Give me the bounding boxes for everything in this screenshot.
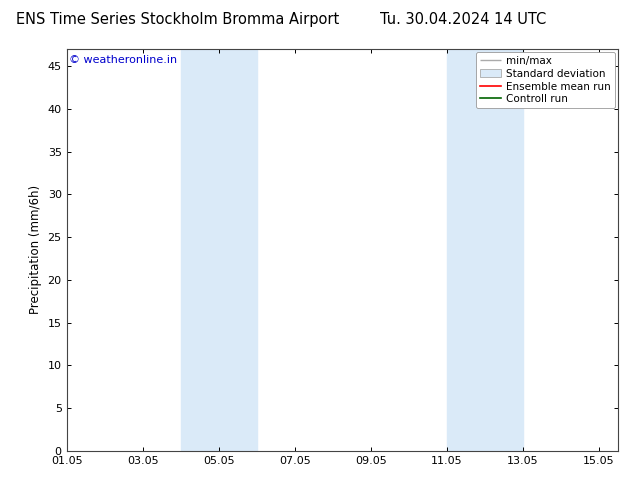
Text: ENS Time Series Stockholm Bromma Airport: ENS Time Series Stockholm Bromma Airport bbox=[16, 12, 339, 27]
Bar bbox=[447, 49, 523, 451]
Y-axis label: Precipitation (mm/6h): Precipitation (mm/6h) bbox=[29, 185, 42, 315]
Legend: min/max, Standard deviation, Ensemble mean run, Controll run: min/max, Standard deviation, Ensemble me… bbox=[476, 52, 615, 108]
Bar bbox=[181, 49, 257, 451]
Text: Tu. 30.04.2024 14 UTC: Tu. 30.04.2024 14 UTC bbox=[380, 12, 546, 27]
Text: © weatheronline.in: © weatheronline.in bbox=[69, 55, 178, 65]
